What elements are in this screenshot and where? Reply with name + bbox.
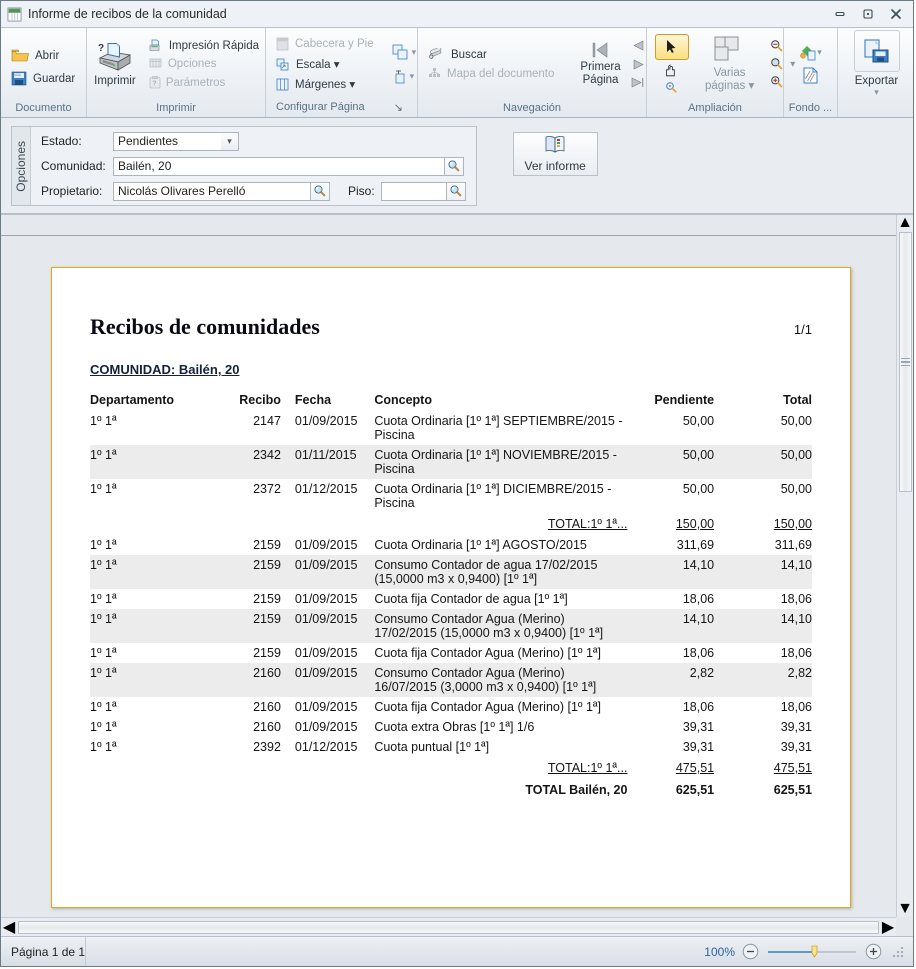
- svg-text:?: ?: [152, 81, 156, 88]
- svg-text:?: ?: [98, 43, 104, 54]
